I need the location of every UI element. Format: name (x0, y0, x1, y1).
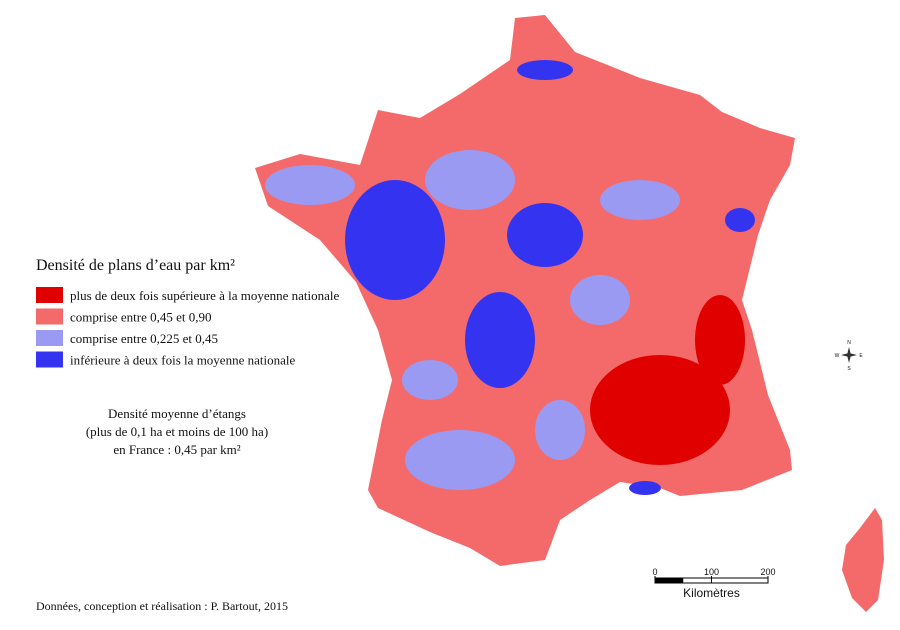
legend-label: comprise entre 0,225 et 0,45 (70, 331, 218, 346)
density-patch (590, 355, 730, 465)
note-line: Densité moyenne d’étangs (108, 406, 246, 421)
legend-label: inférieure à deux fois la moyenne nation… (70, 353, 295, 368)
density-patch (405, 430, 515, 490)
note-line: en France : 0,45 par km² (113, 442, 240, 457)
density-patch (570, 275, 630, 325)
legend: plus de deux fois supérieure à la moyenn… (36, 287, 340, 368)
density-patch (402, 360, 458, 400)
density-patch (507, 203, 583, 267)
legend-title: Densité de plans d’eau par km² (36, 257, 235, 274)
scale-unit: Kilomètres (683, 586, 740, 600)
compass-w: W (835, 353, 840, 359)
scale-tick-label: 0 (652, 567, 657, 577)
corsica (842, 508, 884, 612)
legend-label: plus de deux fois supérieure à la moyenn… (70, 288, 340, 303)
legend-label: comprise entre 0,45 et 0,90 (70, 310, 212, 325)
density-patch (345, 180, 445, 300)
density-patch (265, 165, 355, 205)
compass-s: S (847, 366, 851, 372)
density-patch (465, 292, 535, 388)
density-patch (725, 208, 755, 232)
credit: Données, conception et réalisation : P. … (36, 599, 288, 613)
scale-bar-segment (655, 578, 684, 583)
density-patch (517, 60, 573, 80)
legend-swatch (36, 351, 63, 368)
france-map (255, 15, 884, 612)
legend-swatch (36, 330, 63, 346)
compass: N S E W (835, 340, 864, 372)
scale-tick-label: 200 (760, 567, 775, 577)
compass-e: E (859, 353, 863, 359)
density-patches (265, 60, 755, 495)
density-patch (535, 400, 585, 460)
density-patch (695, 295, 745, 385)
density-patch (629, 481, 661, 495)
note: Densité moyenne d’étangs (plus de 0,1 ha … (86, 406, 268, 457)
legend-swatch (36, 308, 63, 325)
scale-bar: 0 100 200 Kilomètres (652, 567, 775, 600)
compass-rose (841, 347, 857, 363)
note-line: (plus de 0,1 ha et moins de 100 ha) (86, 424, 268, 439)
compass-n: N (847, 340, 851, 346)
scale-tick-label: 100 (704, 567, 719, 577)
legend-swatch (36, 287, 63, 303)
density-patch (600, 180, 680, 220)
density-patch (425, 150, 515, 210)
